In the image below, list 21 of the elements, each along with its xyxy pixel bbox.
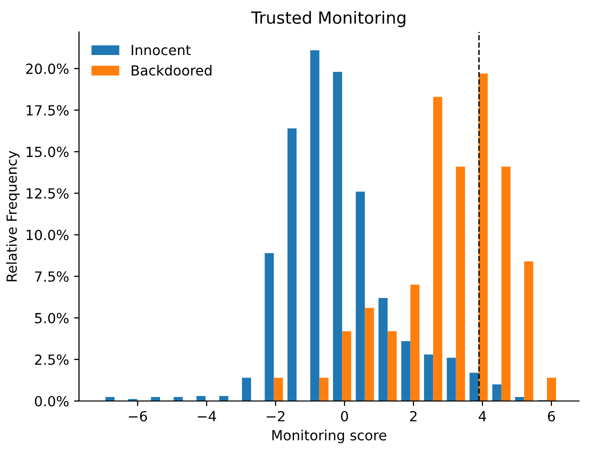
- y-tick-label: 12.5%: [26, 188, 69, 199]
- y-axis-title: Relative Frequency: [6, 150, 20, 282]
- legend-label: Innocent: [132, 44, 191, 56]
- x-tick-label: 4: [478, 411, 486, 422]
- x-tick-label: 0: [341, 410, 348, 422]
- y-tick-label: 7.5%: [35, 271, 69, 282]
- y-tick-label: 17.5%: [26, 105, 69, 116]
- x-axis-title: Monitoring score: [272, 430, 386, 444]
- y-tick-label: 0.0%: [34, 396, 69, 406]
- x-tick-label: −2: [266, 410, 284, 422]
- y-tick-label: 20.0%: [26, 64, 69, 74]
- y-tick-label: 15.0%: [26, 146, 69, 158]
- y-tick-label: 10.0%: [26, 230, 69, 240]
- x-tick-label: 2: [410, 410, 417, 422]
- legend-label: Backdoored: [132, 64, 212, 76]
- x-tick-label: 6: [548, 410, 555, 422]
- chart-title: Trusted Monitoring: [251, 11, 406, 28]
- y-tick-label: 2.5%: [35, 354, 69, 365]
- y-tick-label: 5.0%: [35, 312, 69, 324]
- x-tick-label: −6: [128, 410, 147, 422]
- x-tick-label: −4: [198, 411, 216, 422]
